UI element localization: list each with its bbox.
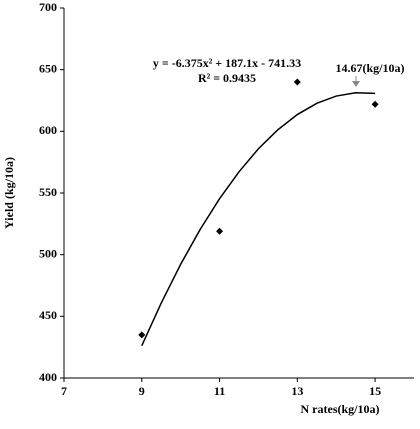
- y-tick-label: 400: [39, 370, 57, 384]
- trendline: [141, 91, 376, 346]
- y-tick-label: 700: [39, 0, 57, 14]
- equation: y = -6.375x² + 187.1x - 741.33: [153, 56, 301, 70]
- optimum-arrowhead: [352, 81, 360, 87]
- y-tick-label: 450: [39, 308, 57, 322]
- optimum-label: 14.67(kg/10a): [336, 61, 405, 75]
- y-tick-label: 500: [39, 246, 57, 260]
- y-tick-label: 550: [39, 185, 57, 199]
- x-tick-label: 9: [139, 384, 145, 398]
- y-axis-label: Yield (kg/10a): [2, 157, 16, 229]
- x-tick-label: 7: [61, 384, 67, 398]
- x-tick-label: 15: [369, 384, 381, 398]
- x-tick-label: 11: [214, 384, 225, 398]
- data-point: [216, 227, 224, 235]
- data-point: [138, 331, 146, 339]
- y-tick-label: 650: [39, 61, 57, 75]
- r-squared: R² = 0.9435: [198, 71, 256, 85]
- data-point: [293, 78, 301, 86]
- x-tick-label: 13: [291, 384, 303, 398]
- x-axis-label: N rates(kg/10a): [301, 402, 380, 416]
- data-point: [371, 100, 379, 108]
- y-tick-label: 600: [39, 123, 57, 137]
